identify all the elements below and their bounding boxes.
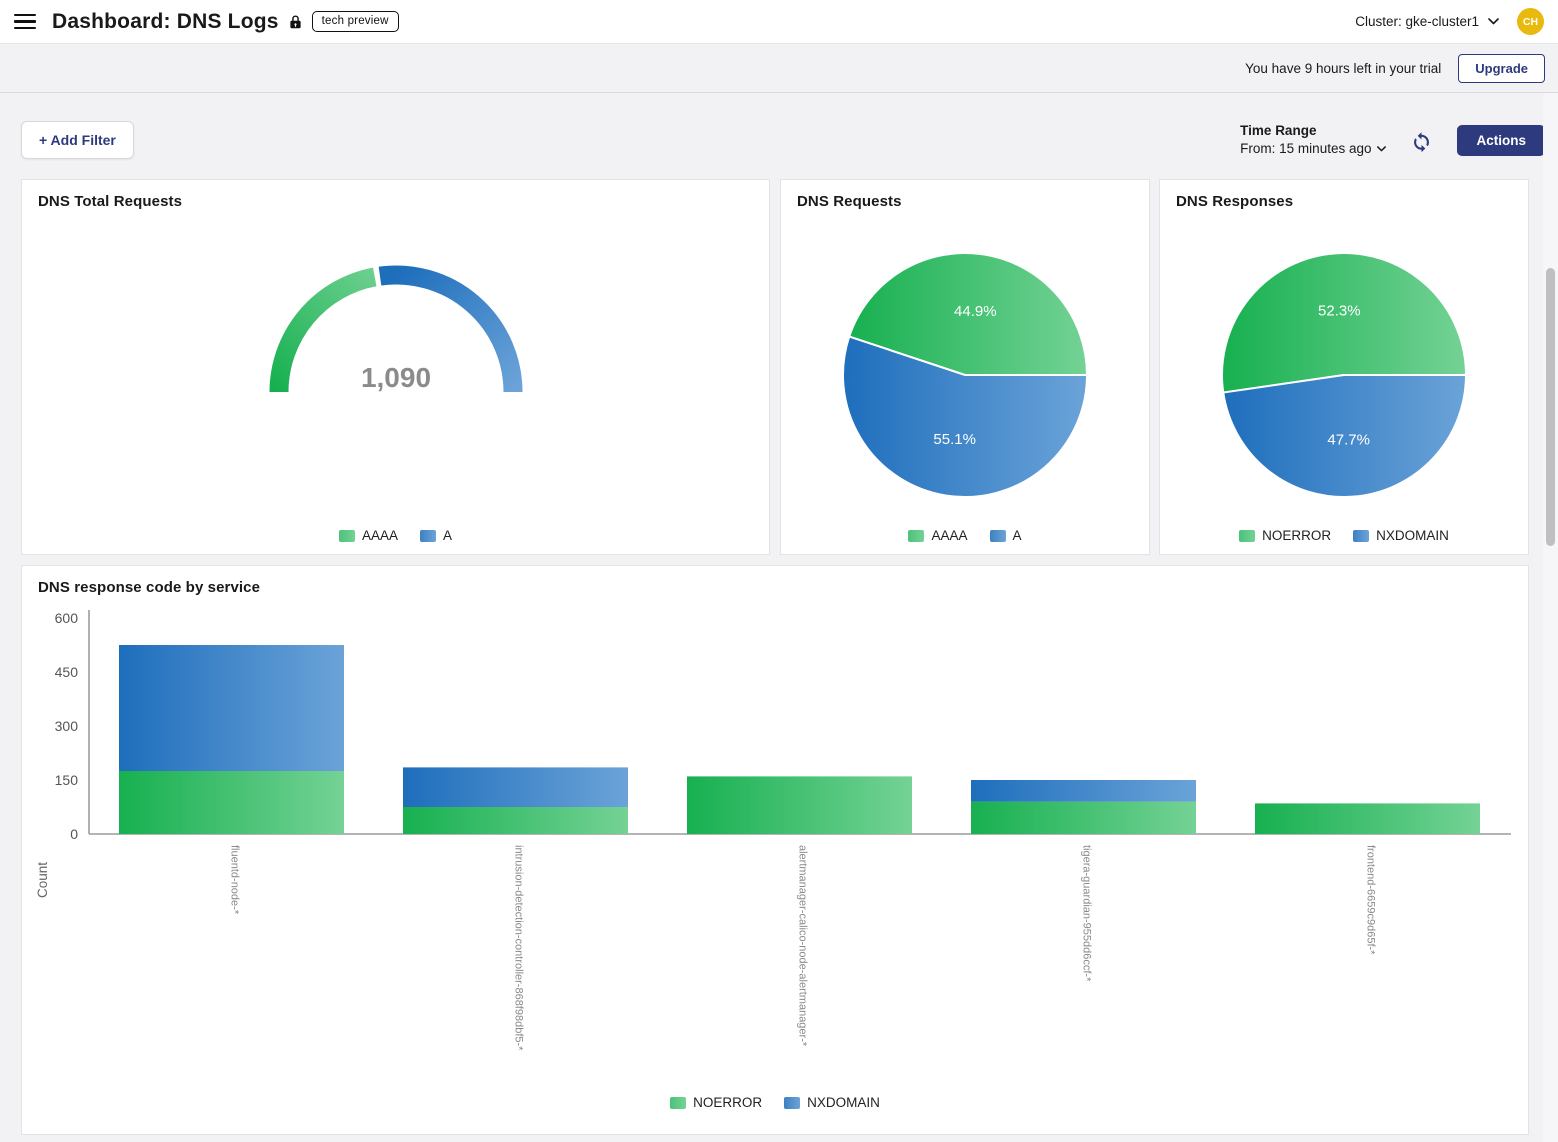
bar-segment-noerror xyxy=(403,807,628,834)
toolbar-right: Time Range From: 15 minutes ago Actions xyxy=(1240,122,1545,157)
legend-item-aaaa[interactable]: AAAA xyxy=(338,528,398,543)
legend-swatch xyxy=(338,529,355,542)
chevron-down-icon xyxy=(1488,18,1499,25)
legend-label: NXDOMAIN xyxy=(807,1095,880,1110)
refresh-icon xyxy=(1414,131,1430,152)
card-title: DNS Requests xyxy=(797,193,902,210)
gauge-legend: AAAA A xyxy=(22,528,769,543)
x-axis-label: alertmanager-calico-node-alertmanager-* xyxy=(797,845,809,1047)
add-filter-button[interactable]: + Add Filter xyxy=(21,121,134,159)
legend-item-a[interactable]: A xyxy=(420,528,452,543)
card-dns-response-code-by-service: DNS response code by service 0 150 300 450 6… xyxy=(21,565,1529,1135)
pie-slice-a xyxy=(842,335,1088,498)
app-header: Dashboard: DNS Logs tech preview Cluster… xyxy=(0,0,1558,44)
tech-preview-badge: tech preview xyxy=(311,11,399,32)
actions-button[interactable]: Actions xyxy=(1457,124,1545,156)
x-axis-label: tigera-guardian-955dd6ccf-* xyxy=(1081,845,1093,982)
bar-segment-noerror xyxy=(971,801,1196,834)
y-tick-label: 300 xyxy=(55,718,79,734)
legend-swatch xyxy=(1353,529,1370,542)
card-dns-total-requests: DNS Total Requests 1,090 AAAA A xyxy=(21,179,770,555)
bar-chart: 0 150 300 450 600 Count fluentd-node-* intrusio… xyxy=(35,610,1511,1051)
y-tick-label: 450 xyxy=(55,664,79,680)
card-title: DNS Responses xyxy=(1176,193,1294,210)
legend-swatch xyxy=(1239,529,1256,542)
cluster-label: Cluster: gke-cluster1 xyxy=(1355,14,1479,29)
trial-banner: You have 9 hours left in your trial Upgr… xyxy=(0,45,1558,93)
card-dns-requests: DNS Requests 44.9% 55.1% AAAA A xyxy=(780,179,1150,555)
pie-chart-dns-requests: 44.9% 55.1% xyxy=(842,252,1088,498)
menu-icon[interactable] xyxy=(14,13,36,30)
pie-slice-nxdomain xyxy=(1222,374,1467,498)
filter-toolbar: + Add Filter Time Range From: 15 minutes… xyxy=(21,119,1545,161)
legend-swatch xyxy=(784,1096,801,1109)
scrollbar-track[interactable] xyxy=(1543,93,1558,1142)
legend-label: A xyxy=(1012,528,1022,543)
time-range-dropdown[interactable]: From: 15 minutes ago xyxy=(1240,140,1387,158)
y-axis-title: Count xyxy=(35,862,50,898)
legend-label: NOERROR xyxy=(1262,528,1332,543)
bar-segment-nxdomain xyxy=(403,767,628,807)
x-axis-label: frontend-6659c9d65f-* xyxy=(1365,845,1377,955)
card-dns-responses: DNS Responses 52.3% 47.7% NOERROR NXDOMAIN xyxy=(1159,179,1529,555)
y-tick-label: 600 xyxy=(55,610,79,626)
x-axis-label: fluentd-node-* xyxy=(229,845,241,915)
bar-segment-noerror xyxy=(1255,803,1480,834)
gauge-value: 1,090 xyxy=(361,362,431,393)
bar-segment-noerror xyxy=(687,776,912,834)
pie-slice-aaaa xyxy=(848,252,1088,376)
pie-chart-dns-responses: 52.3% 47.7% xyxy=(1221,252,1467,498)
legend-item-a[interactable]: A xyxy=(989,528,1022,543)
chevron-down-icon xyxy=(1377,145,1387,152)
legend-item-nxdomain[interactable]: NXDOMAIN xyxy=(784,1095,880,1110)
pie-legend: NOERROR NXDOMAIN xyxy=(1160,528,1528,543)
lock-icon xyxy=(290,14,301,28)
legend-swatch xyxy=(670,1096,687,1109)
pie-legend: AAAA A xyxy=(781,528,1149,543)
pie-slice-label: 55.1% xyxy=(933,431,976,448)
refresh-button[interactable] xyxy=(1410,129,1433,152)
page-title: Dashboard: DNS Logs tech preview xyxy=(52,10,399,34)
upgrade-button[interactable]: Upgrade xyxy=(1458,54,1545,83)
avatar[interactable]: CH xyxy=(1517,8,1544,35)
page-title-text: Dashboard: DNS Logs xyxy=(52,9,279,33)
y-tick-label: 0 xyxy=(70,826,78,842)
legend-item-noerror[interactable]: NOERROR xyxy=(1239,528,1331,543)
pie-slice-label: 44.9% xyxy=(954,303,997,320)
pie-slice-label: 47.7% xyxy=(1327,431,1370,448)
bar-segment-nxdomain xyxy=(971,780,1196,802)
time-range-label: Time Range xyxy=(1240,123,1317,139)
scrollbar-thumb[interactable] xyxy=(1546,268,1555,546)
bar-legend: NOERROR NXDOMAIN xyxy=(22,1095,1528,1110)
cluster-selector[interactable]: Cluster: gke-cluster1 xyxy=(1355,14,1499,29)
legend-label: AAAA xyxy=(361,528,398,543)
legend-item-aaaa[interactable]: AAAA xyxy=(908,528,968,543)
pie-slice-label: 52.3% xyxy=(1318,303,1361,320)
legend-label: NOERROR xyxy=(693,1095,763,1110)
legend-swatch xyxy=(420,529,436,542)
card-title: DNS response code by service xyxy=(38,579,261,596)
legend-item-noerror[interactable]: NOERROR xyxy=(670,1095,762,1110)
legend-label: AAAA xyxy=(931,528,968,543)
legend-label: NXDOMAIN xyxy=(1376,528,1449,543)
time-range-value: From: 15 minutes ago xyxy=(1240,141,1372,156)
card-title: DNS Total Requests xyxy=(38,193,183,210)
bar-segment-nxdomain xyxy=(119,645,344,771)
header-right: Cluster: gke-cluster1 CH xyxy=(1355,8,1544,35)
y-tick-label: 150 xyxy=(55,772,79,788)
gauge-chart: 1,090 xyxy=(269,265,523,393)
legend-swatch xyxy=(908,529,925,542)
legend-swatch xyxy=(989,529,1006,542)
time-range: Time Range From: 15 minutes ago xyxy=(1240,122,1387,158)
x-axis-label: intrusion-detection-controller-868f98dbf… xyxy=(513,845,525,1051)
bar-segment-noerror xyxy=(119,771,344,834)
legend-item-nxdomain[interactable]: NXDOMAIN xyxy=(1353,528,1449,543)
pie-slice-noerror xyxy=(1221,252,1467,394)
trial-text: You have 9 hours left in your trial xyxy=(1245,61,1442,76)
legend-label: A xyxy=(443,528,453,543)
